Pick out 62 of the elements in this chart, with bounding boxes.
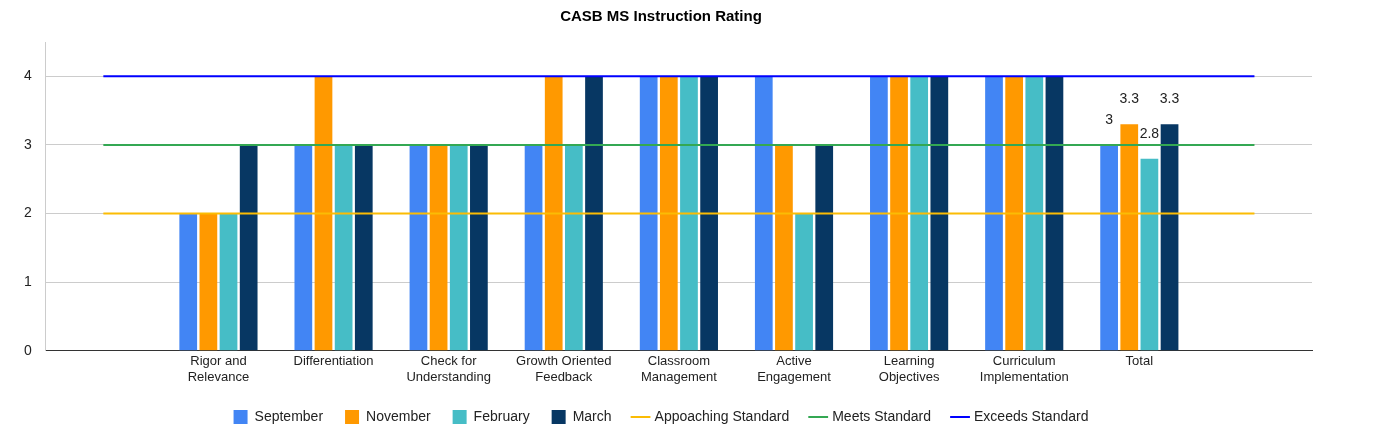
bar	[564, 144, 583, 351]
bar	[870, 76, 888, 351]
bar	[754, 76, 773, 351]
bar	[179, 213, 198, 351]
legend-label: Meets Standard	[832, 407, 932, 424]
bar	[294, 144, 313, 351]
x-tick-label: Check for Understanding	[406, 353, 491, 384]
bar	[239, 144, 258, 351]
bar	[585, 76, 603, 351]
data-label: 3.3	[1119, 90, 1140, 107]
y-tick-label: 3	[23, 135, 32, 152]
legend-label: March	[572, 407, 612, 424]
legend-label: September	[254, 407, 324, 424]
bar	[449, 144, 468, 351]
data-label: 3	[1105, 110, 1114, 127]
data-label: 3.3	[1159, 90, 1180, 107]
y-tick-label: 2	[23, 204, 32, 221]
bar	[680, 76, 698, 351]
legend-label: Appoaching Standard	[654, 407, 790, 424]
y-tick-label: 0	[23, 341, 32, 358]
bar	[470, 144, 488, 351]
legend-label: February	[473, 407, 530, 424]
bar	[890, 76, 908, 351]
bar	[334, 144, 353, 351]
x-tick-label: Total	[1125, 353, 1154, 369]
bar	[544, 76, 563, 351]
bar	[910, 76, 929, 351]
bar	[219, 213, 238, 351]
bar	[1005, 76, 1024, 351]
x-tick-label: Growth Oriented Feedback	[516, 353, 612, 384]
bar	[524, 144, 543, 351]
legend-label: November	[366, 407, 431, 424]
bar	[659, 76, 678, 351]
legend-label: Exceeds Standard	[974, 407, 1089, 424]
bar	[795, 213, 813, 351]
data-label: 2.8	[1139, 124, 1160, 141]
bar	[1120, 124, 1139, 351]
bar	[354, 144, 373, 351]
y-tick-label: 4	[23, 67, 32, 84]
x-tick-label: Differentiation	[293, 353, 374, 369]
bar	[1025, 76, 1044, 351]
bar	[1045, 76, 1064, 351]
bar	[930, 76, 949, 351]
bar	[815, 144, 834, 351]
bar	[700, 76, 718, 351]
bar	[429, 144, 448, 351]
y-tick-label: 1	[23, 273, 32, 290]
bar	[1160, 124, 1179, 351]
bar	[775, 144, 793, 351]
bar	[985, 76, 1003, 351]
x-tick-label: Curriculum Implementation	[979, 353, 1069, 384]
x-tick-label: Active Engagement	[757, 353, 832, 384]
bar	[1140, 158, 1159, 351]
chart-title: CASB MS Instruction Rating	[560, 7, 762, 25]
bar	[409, 144, 428, 351]
bar	[314, 76, 333, 351]
bar	[1100, 144, 1118, 351]
x-tick-label: Learning Objectives	[878, 353, 940, 384]
bar	[639, 76, 658, 351]
bar	[199, 213, 218, 351]
x-tick-label: Classroom Management	[640, 353, 718, 384]
x-tick-label: Rigor and Relevance	[187, 353, 250, 384]
